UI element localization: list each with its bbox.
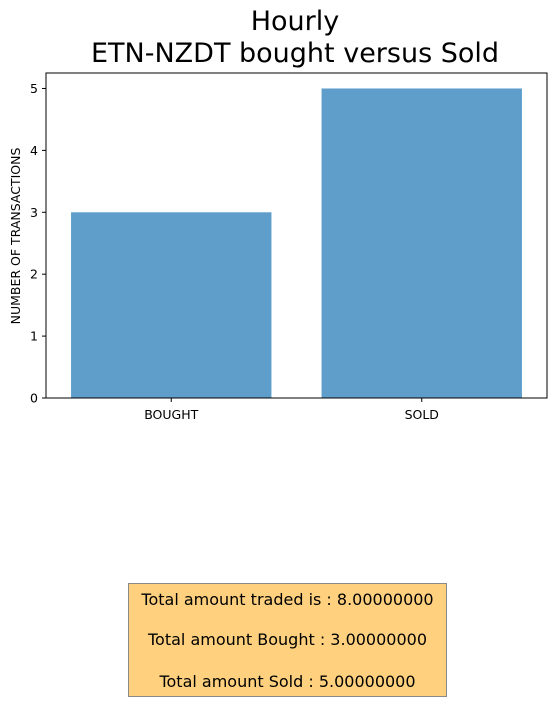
chart-title-line-2: ETN-NZDT bought versus Sold [90, 38, 500, 69]
x-tick-label: BOUGHT [144, 407, 198, 422]
y-tick-label: 0 [30, 391, 38, 406]
x-tick-label: SOLD [405, 407, 439, 422]
y-tick-label: 5 [30, 81, 38, 96]
y-axis-label: NUMBER OF TRANSACTIONS [8, 148, 23, 325]
bar-bought [71, 212, 272, 398]
y-tick-label: 4 [30, 143, 38, 158]
y-tick-label: 1 [30, 329, 38, 344]
bar-sold [321, 88, 522, 398]
summary-box: Total amount traded is : 8.00000000 Tota… [128, 583, 447, 697]
chart-title-line-1: Hourly [250, 6, 340, 37]
total-bought-text: Total amount Bought : 3.00000000 [147, 630, 427, 649]
total-sold-text: Total amount Sold : 5.00000000 [159, 672, 416, 691]
y-tick-label: 2 [30, 267, 38, 282]
plot-frame [45, 72, 548, 399]
total-traded-text: Total amount traded is : 8.00000000 [141, 590, 434, 609]
y-tick-label: 3 [30, 205, 38, 220]
